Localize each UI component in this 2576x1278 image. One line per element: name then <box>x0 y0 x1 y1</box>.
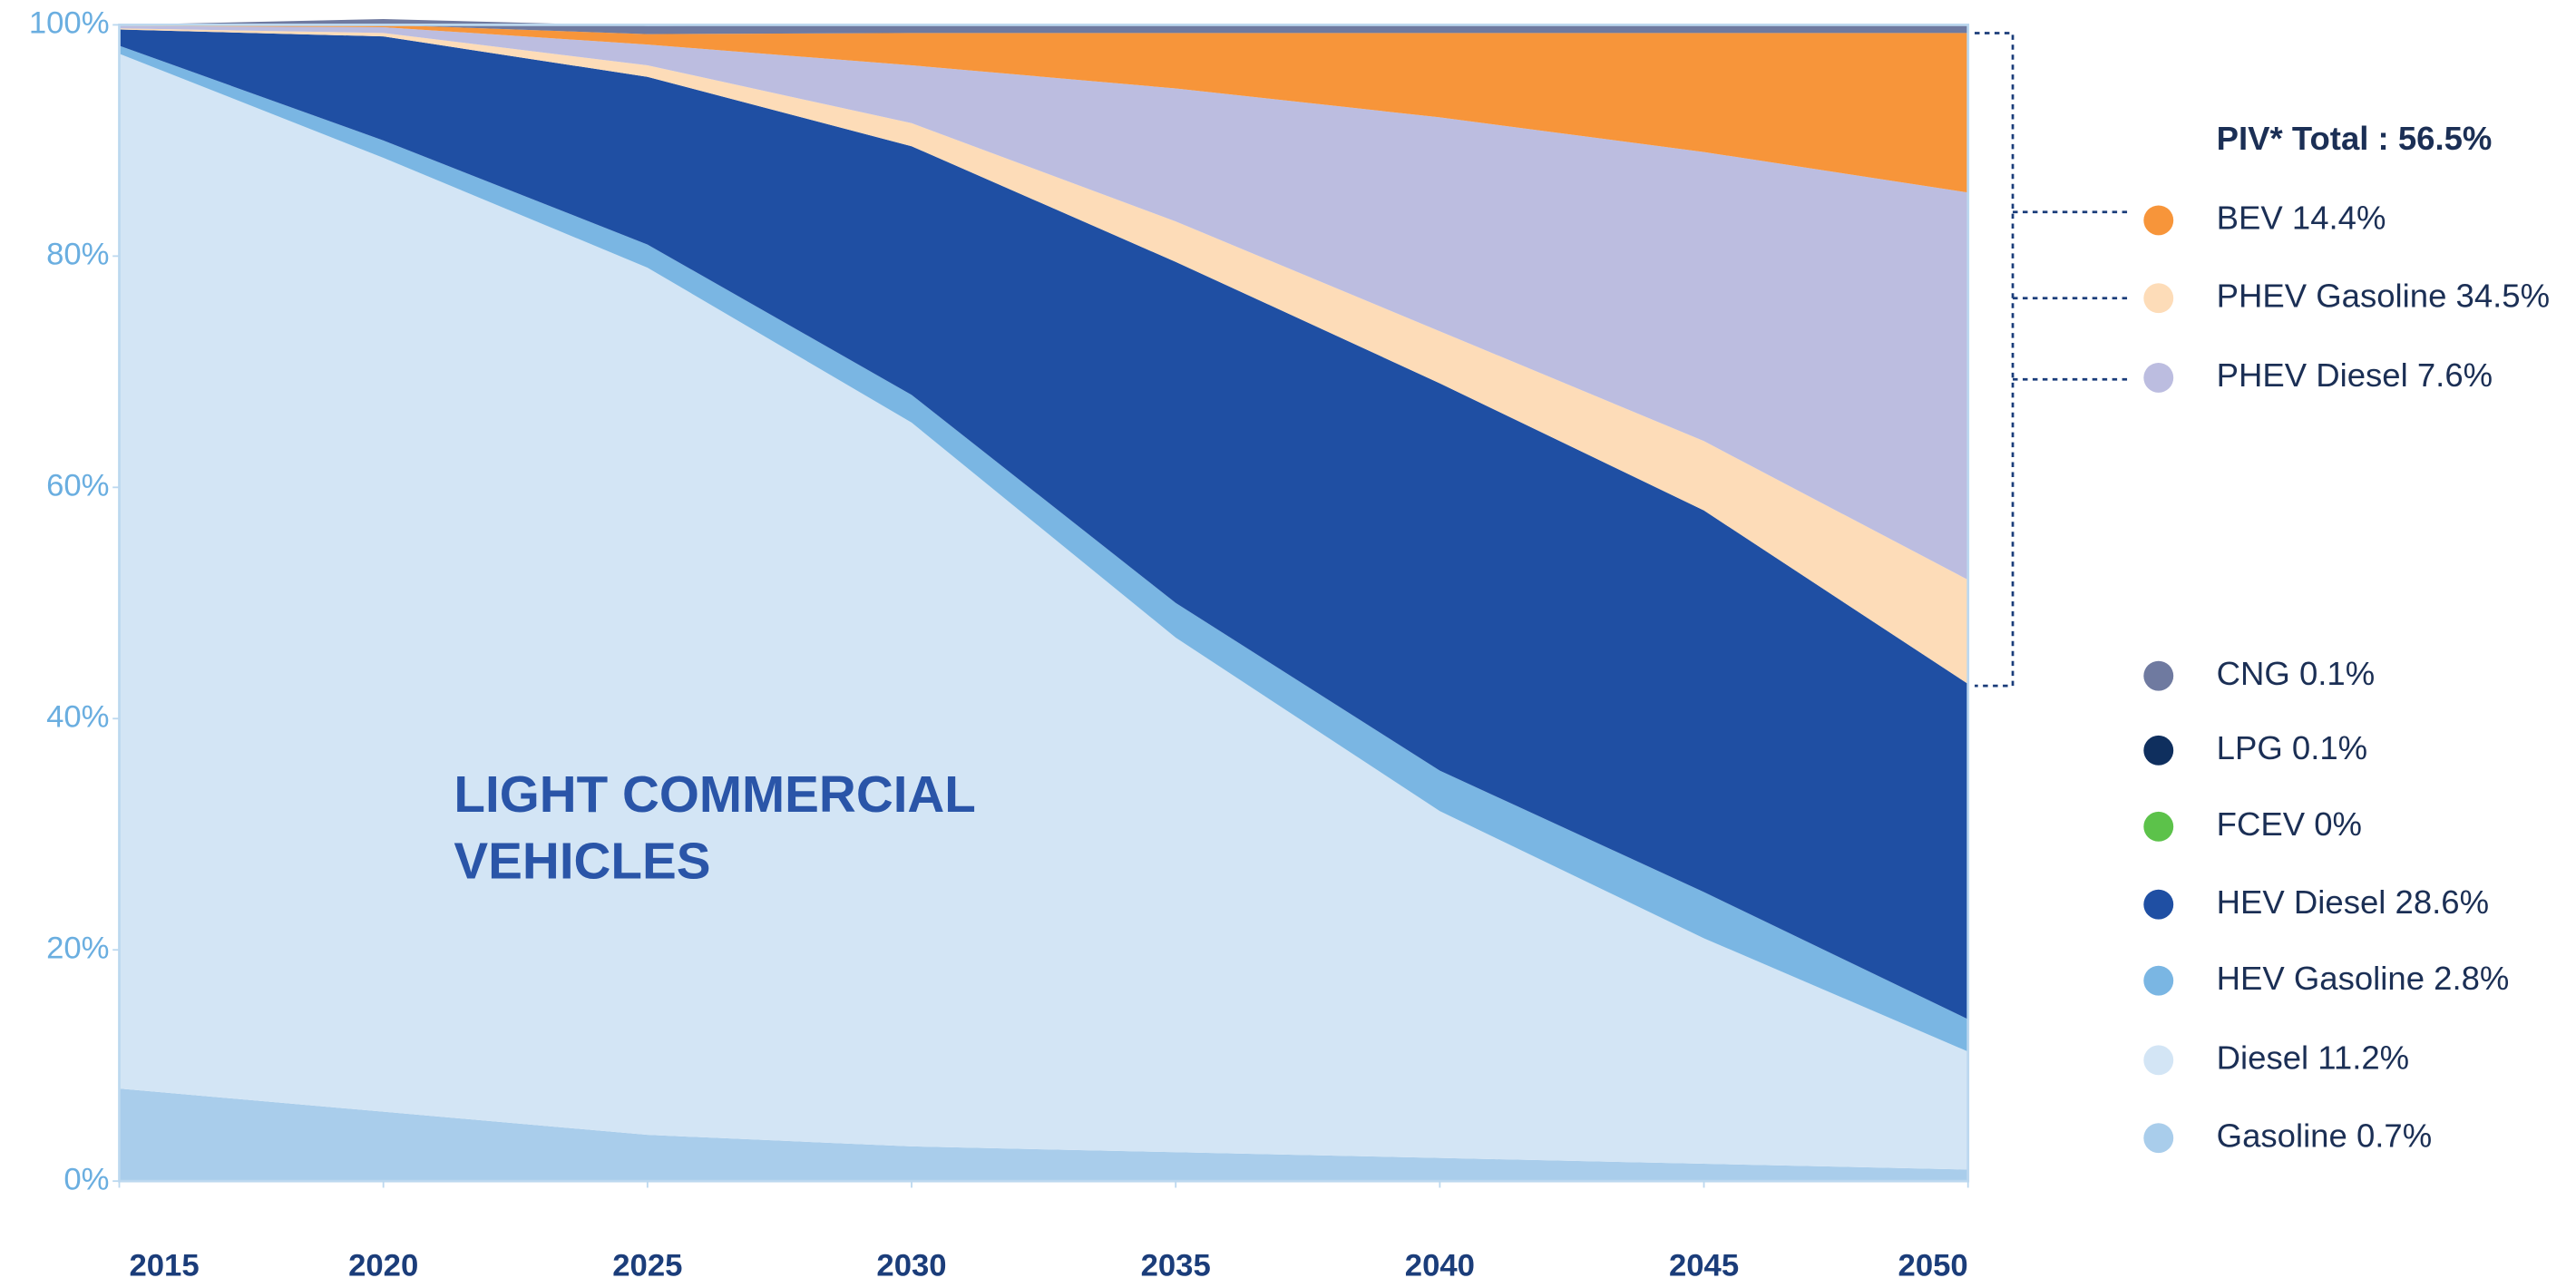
area <box>119 1088 1968 1182</box>
legend-swatch <box>2143 283 2174 314</box>
legend-label: Gasoline 0.7% <box>2217 1117 2433 1154</box>
y-tick-label: 40% <box>46 699 109 734</box>
x-tick-label: 2050 <box>1898 1248 1968 1278</box>
legend-swatch <box>2143 1045 2174 1076</box>
y-tick-label: 0% <box>63 1162 109 1196</box>
legend-label: HEV Diesel 28.6% <box>2217 883 2489 921</box>
x-tick-label: 2045 <box>1669 1248 1739 1278</box>
y-tick-label: 20% <box>46 931 109 965</box>
legend-swatch <box>2143 811 2174 842</box>
legend-swatch <box>2143 205 2174 236</box>
annotation: LIGHT COMMERCIAL <box>454 766 975 823</box>
legend-swatch <box>2143 660 2174 691</box>
legend-swatch <box>2143 362 2174 393</box>
legend-label: PHEV Diesel 7.6% <box>2217 356 2493 394</box>
legend-label: HEV Gasoline 2.8% <box>2217 960 2510 997</box>
area <box>119 19 1968 34</box>
x-tick-label: 2035 <box>1141 1248 1211 1278</box>
legend-label: PHEV Gasoline 34.5% <box>2217 277 2550 314</box>
area <box>119 24 1968 193</box>
legend-label: FCEV 0% <box>2217 805 2362 843</box>
legend-swatch <box>2143 735 2174 766</box>
x-tick-label: 2015 <box>129 1248 199 1278</box>
x-tick-label: 2020 <box>348 1248 418 1278</box>
area <box>119 25 1968 580</box>
y-tick-label: 100% <box>29 6 110 41</box>
legend-swatch <box>2143 889 2174 920</box>
area <box>119 29 1968 1019</box>
x-tick-label: 2030 <box>876 1248 946 1278</box>
area <box>119 54 1968 1170</box>
legend-swatch <box>2143 1123 2174 1154</box>
areas <box>119 19 1968 1182</box>
plot-frame <box>118 24 1970 1183</box>
annotation: VEHICLES <box>454 832 710 889</box>
legend-swatch <box>2143 965 2174 996</box>
y-tick-label: 60% <box>46 468 109 502</box>
x-tick-label: 2025 <box>612 1248 682 1278</box>
legend-label: BEV 14.4% <box>2217 200 2386 237</box>
piv-bracket <box>1975 32 2129 688</box>
y-tick-label: 80% <box>46 238 109 272</box>
legend-label: Diesel 11.2% <box>2217 1039 2409 1076</box>
legend-label: CNG 0.1% <box>2217 655 2376 692</box>
legend-label: LPG 0.1% <box>2217 729 2367 766</box>
legend-title: PIV* Total : 56.5% <box>2217 120 2493 157</box>
area <box>119 45 1968 1052</box>
x-tick-label: 2040 <box>1405 1248 1475 1278</box>
